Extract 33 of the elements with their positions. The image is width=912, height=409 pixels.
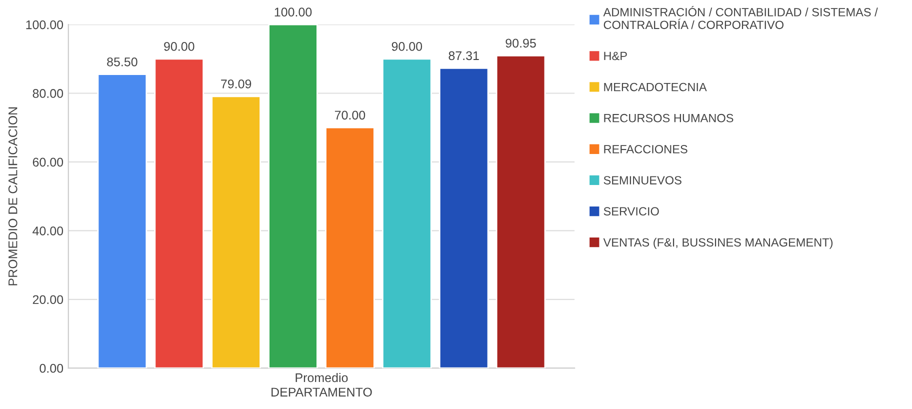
data-label: 90.95	[506, 38, 536, 48]
y-tick-label: 0.00	[40, 364, 64, 373]
bar	[268, 24, 318, 368]
data-label: 79.09	[221, 80, 252, 88]
bar	[325, 126, 375, 368]
data-label: 90.00	[164, 42, 194, 51]
y-axis-title: PROMEDIO DE CALIFICACION	[8, 107, 18, 286]
legend-label: MERCADOTECNIA	[604, 82, 707, 92]
legend-label: REFACCIONES	[604, 145, 688, 154]
y-tick-label: 100.00	[26, 20, 64, 30]
data-label: 87.31	[448, 51, 479, 60]
legend-label: VENTAS (F&I, BUSSINES MANAGEMENT)	[603, 238, 833, 249]
bar	[496, 54, 546, 368]
bar	[97, 74, 148, 368]
legend-label: SEMINUEVOS	[604, 176, 682, 184]
y-tick-label: 20.00	[32, 295, 64, 304]
legend-label: ADMINISTRACIÓN / CONTABILIDAD / SISTEMAS / CONTRALORÍA / CORPORATIVO	[603, 6, 878, 30]
data-label: 90.00	[392, 42, 422, 51]
legend-label: SERVICIO	[604, 207, 659, 216]
x-axis-title: DEPARTAMENTO	[272, 388, 372, 397]
y-tick-label: 40.00	[32, 226, 64, 236]
bar	[154, 58, 204, 368]
bar	[211, 96, 261, 368]
x-tick-label: Promedio	[296, 372, 348, 382]
legend-label: H&P	[604, 52, 627, 60]
y-tick-label: 80.00	[32, 89, 64, 98]
data-label: 85.50	[107, 57, 138, 66]
bar	[438, 67, 489, 368]
legend-label: RECURSOS HUMANOS	[604, 114, 734, 122]
data-label: 100.00	[274, 8, 312, 17]
data-label: 70.00	[334, 110, 366, 120]
bar	[382, 58, 432, 368]
y-tick-label: 60.00	[32, 158, 64, 167]
